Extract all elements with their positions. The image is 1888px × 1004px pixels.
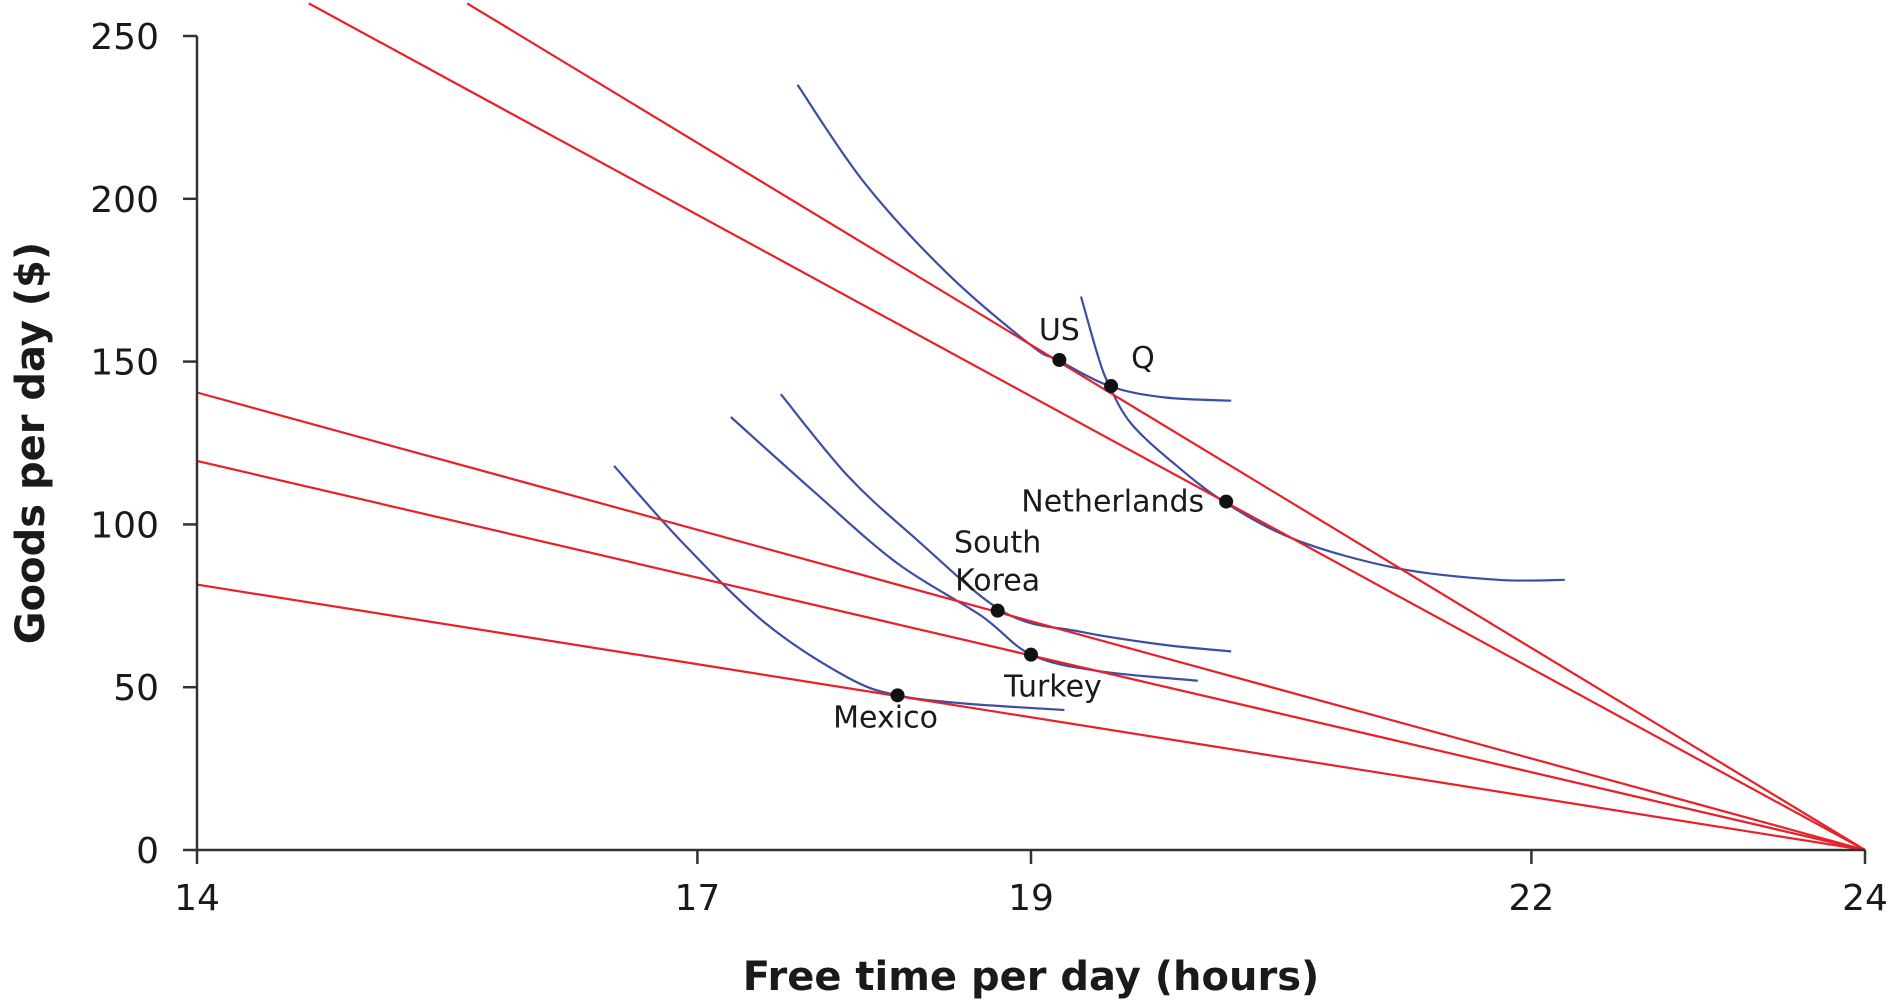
indifference-curve (613, 465, 1065, 712)
budget-line (196, 391, 1866, 852)
y-tick-label: 50 (113, 668, 159, 709)
axes-layer (195, 36, 1865, 852)
x-tick-label: 14 (174, 878, 220, 919)
point-label: South (954, 526, 1041, 561)
point-marker (1052, 352, 1067, 367)
point-marker (1219, 494, 1234, 509)
points-layer (890, 352, 1234, 703)
y-axis-title: Goods per day ($) (8, 242, 54, 644)
point-marker (1104, 379, 1119, 394)
y-tick-label: 200 (90, 180, 159, 221)
point-label: Netherlands (1021, 485, 1204, 520)
point-marker (990, 603, 1005, 618)
x-tick-label: 22 (1508, 878, 1554, 919)
y-tick-label: 0 (136, 831, 159, 872)
budget-line (466, 2, 1866, 851)
x-tick-label: 17 (674, 878, 720, 919)
budget-line (308, 2, 1866, 851)
indifference-curve (1079, 296, 1565, 582)
y-tick-label: 100 (90, 505, 159, 546)
y-tick-label: 250 (90, 17, 159, 58)
x-axis-title: Free time per day (hours) (743, 954, 1320, 1000)
x-tick-label: 19 (1008, 878, 1054, 919)
point-marker (890, 688, 905, 703)
point-label: Q (1131, 341, 1155, 376)
y-tick-label: 150 (90, 343, 159, 384)
budget-lines-layer (196, 2, 1866, 852)
point-marker (1024, 647, 1038, 662)
point-label: US (1039, 313, 1080, 348)
budget-line (196, 583, 1866, 852)
point-label: Korea (955, 564, 1040, 599)
x-tick-label: 24 (1842, 878, 1888, 919)
ticks-layer: 14 17 19 22 24 0 50 100 150 200 250 (90, 17, 1888, 919)
point-label: Mexico (833, 700, 938, 735)
point-label: Turkey (1003, 670, 1102, 705)
